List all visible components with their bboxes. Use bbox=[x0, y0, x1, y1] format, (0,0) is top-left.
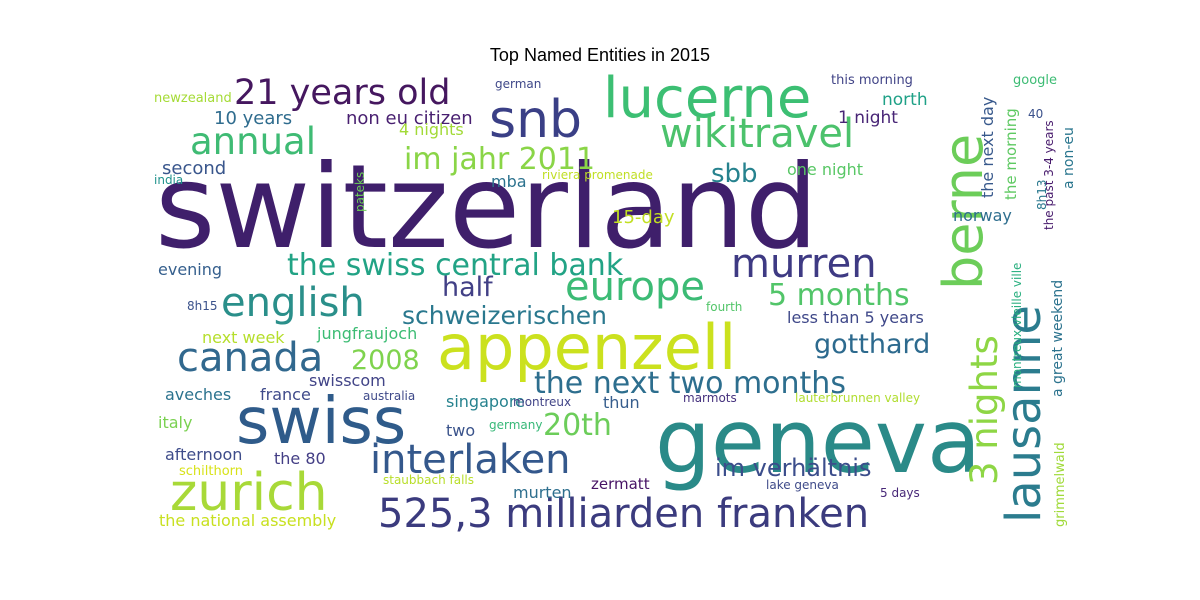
word-geneva: geneva bbox=[655, 390, 981, 493]
word-murren: murren bbox=[731, 241, 877, 287]
word-im-jahr-2011: im jahr 2011 bbox=[404, 142, 595, 177]
word-berne: berne bbox=[932, 134, 995, 290]
word-next-week: next week bbox=[202, 328, 285, 347]
word-swisscom: swisscom bbox=[309, 371, 386, 390]
word-im-verh-ltnis: im verhältnis bbox=[715, 454, 871, 482]
word-jungfraujoch: jungfraujoch bbox=[316, 324, 417, 343]
word-zermatt: zermatt bbox=[591, 475, 650, 493]
word-zurich: zurich bbox=[170, 463, 328, 523]
word-5-months: 5 months bbox=[768, 278, 910, 313]
word-the-past-3-4-years: the past 3-4 years bbox=[1042, 120, 1056, 230]
word-aveches: aveches bbox=[165, 385, 231, 404]
word-a-great-weekend: a great weekend bbox=[1050, 280, 1066, 397]
word-non-eu-citizen: non eu citizen bbox=[346, 108, 473, 129]
word-the-next-two-months: the next two months bbox=[534, 366, 846, 401]
word-montreux-vieille-ville: montreux vieille ville bbox=[1010, 263, 1024, 388]
word-grimmelwald: grimmelwald bbox=[1053, 442, 1068, 527]
word-half: half bbox=[442, 272, 494, 303]
word-21-years-old: 21 years old bbox=[234, 73, 450, 113]
word-evening: evening bbox=[158, 260, 222, 279]
word-schilthorn: schilthorn bbox=[179, 464, 243, 479]
word-20th: 20th bbox=[543, 408, 612, 443]
word-europe: europe bbox=[565, 264, 705, 310]
word-marmots: marmots bbox=[683, 391, 737, 405]
word-40: 40 bbox=[1028, 107, 1043, 121]
word-google: google bbox=[1013, 73, 1057, 88]
word-mba: mba bbox=[491, 172, 527, 191]
word-staubbach-falls: staubbach falls bbox=[383, 473, 474, 487]
word-a-non-eu: a non-eu bbox=[1061, 127, 1077, 189]
word-this-morning: this morning bbox=[831, 73, 913, 88]
word-switzerland: switzerland bbox=[155, 140, 818, 275]
word-afternoon: afternoon bbox=[165, 445, 242, 464]
word-australia: australia bbox=[363, 389, 415, 403]
word-lucerne: lucerne bbox=[603, 66, 811, 131]
word-2008: 2008 bbox=[351, 345, 420, 376]
word-gotthard: gotthard bbox=[814, 329, 930, 360]
word-swiss: swiss bbox=[236, 385, 406, 459]
word-newzealand: newzealand bbox=[154, 91, 232, 106]
word-singapore: singapore bbox=[446, 392, 525, 411]
word-less-than-5-years: less than 5 years bbox=[787, 308, 924, 327]
word-3-nights: 3 nights bbox=[963, 335, 1006, 485]
word-schweizerischen: schweizerischen bbox=[402, 301, 607, 330]
word-1-night: 1 night bbox=[838, 108, 898, 128]
word-8h15: 8h15 bbox=[187, 299, 218, 313]
word-two: two bbox=[446, 421, 475, 440]
word-the-80: the 80 bbox=[274, 449, 326, 468]
word-5-days: 5 days bbox=[880, 486, 920, 500]
word-8h13: 8h13 bbox=[1035, 179, 1049, 210]
word-thun: thun bbox=[603, 393, 640, 412]
word-italy: italy bbox=[158, 413, 192, 432]
word-murten: murten bbox=[513, 483, 572, 502]
word-wikitravel: wikitravel bbox=[660, 111, 854, 157]
word-lausanne: lausanne bbox=[996, 305, 1052, 523]
word-the-swiss-central-bank: the swiss central bank bbox=[287, 248, 624, 283]
word-lauterbrunnen-valley: lauterbrunnen valley bbox=[795, 391, 920, 405]
word-montreux: montreux bbox=[513, 395, 571, 409]
word-15-day: 15-day bbox=[612, 207, 675, 228]
word-the-next-day: the next day bbox=[978, 97, 997, 198]
word-france: france bbox=[260, 385, 311, 404]
word-riviera-promenade: riviera promenade bbox=[542, 168, 653, 182]
word-canada: canada bbox=[177, 335, 323, 381]
word-the-morning: the morning bbox=[1002, 108, 1020, 200]
word-norway: norway bbox=[953, 206, 1012, 225]
word-india: india bbox=[154, 173, 183, 187]
word-fourth: fourth bbox=[706, 300, 742, 314]
word-german: german bbox=[495, 77, 541, 91]
word-appenzell: appenzell bbox=[437, 311, 736, 384]
word-525-3-milliarden-franken: 525,3 milliarden franken bbox=[378, 491, 869, 537]
word-4-nights: 4 nights bbox=[399, 120, 464, 139]
word-north: north bbox=[882, 90, 928, 110]
word-germany: germany bbox=[489, 418, 542, 432]
word-one-night: one night bbox=[787, 160, 863, 179]
word-second: second bbox=[162, 158, 226, 179]
word-pateks: pateks bbox=[353, 172, 367, 212]
word-10-years: 10 years bbox=[214, 108, 292, 129]
word-snb: snb bbox=[489, 90, 582, 150]
word-annual: annual bbox=[190, 120, 316, 163]
word-the-national-assembly: the national assembly bbox=[159, 511, 336, 530]
word-sbb: sbb bbox=[711, 159, 758, 189]
chart-title: Top Named Entities in 2015 bbox=[489, 45, 711, 65]
word-interlaken: interlaken bbox=[370, 437, 571, 483]
word-lake-geneva: lake geneva bbox=[766, 478, 839, 492]
word-english: english bbox=[221, 280, 365, 326]
